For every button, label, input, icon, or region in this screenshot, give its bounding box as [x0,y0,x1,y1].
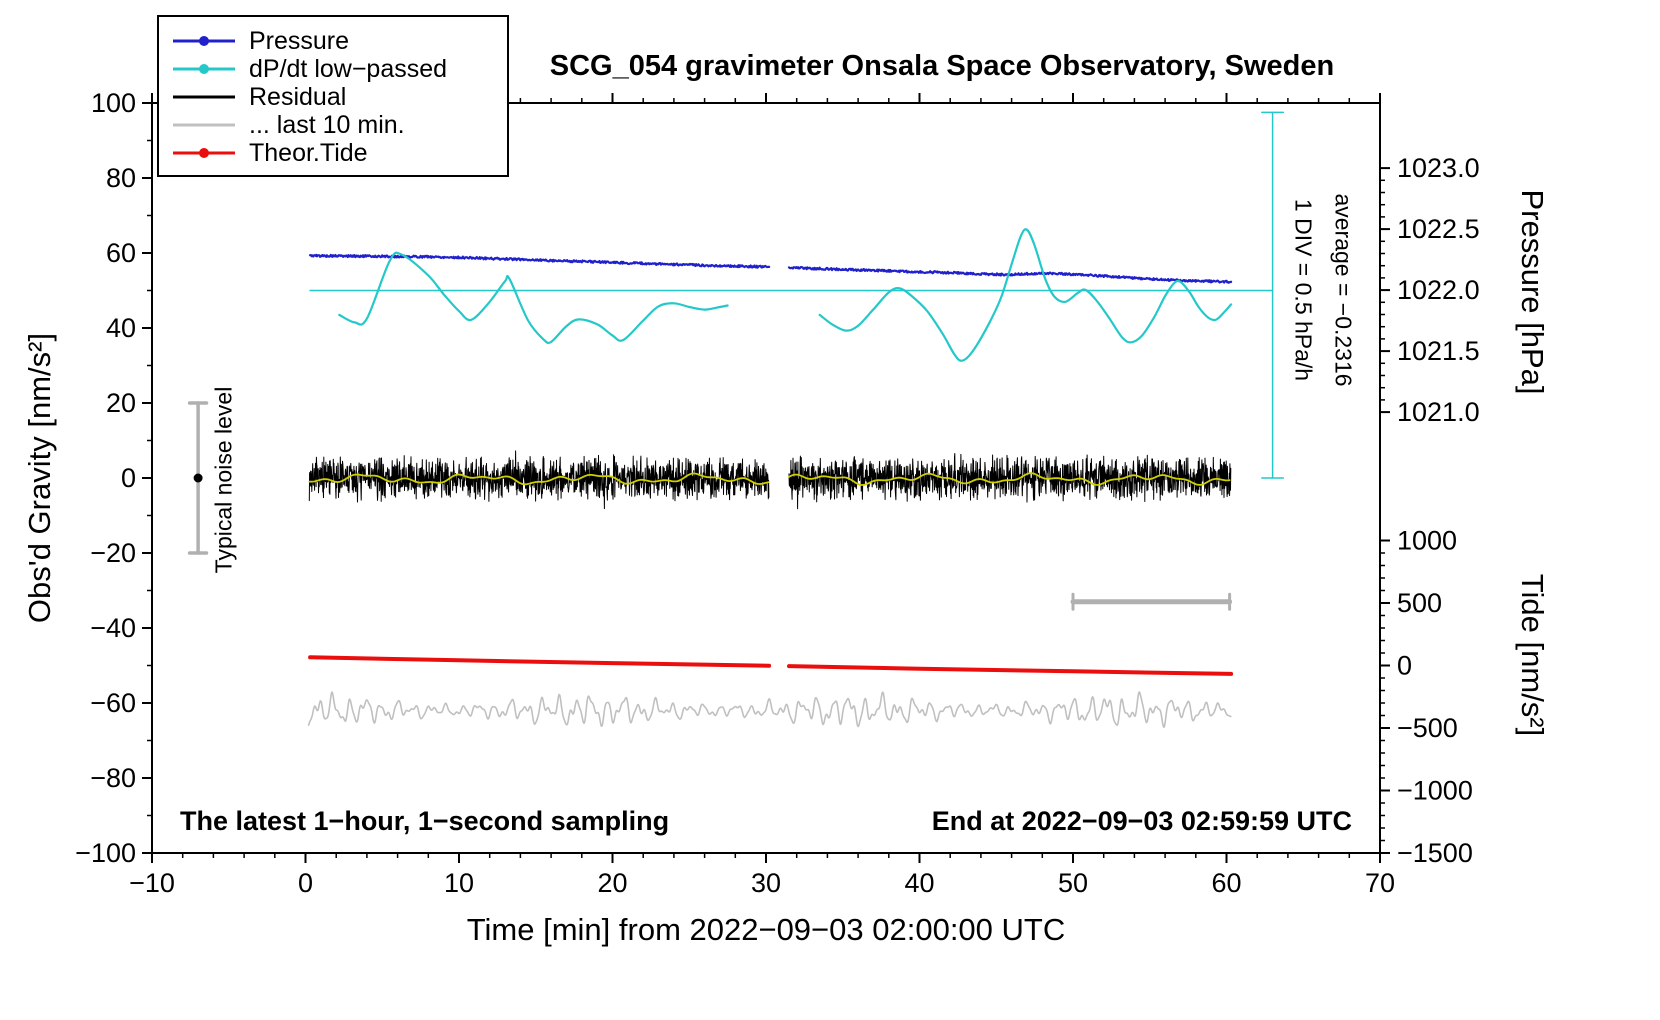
legend-item-1: dP/dt low−passed [173,55,507,83]
series-dpdt-low-passed [818,228,1233,362]
y-tick-label: 80 [106,163,136,193]
legend-line-sample [173,123,235,127]
average-annotation: average = −0.2316 [1330,193,1357,387]
legend-label: Theor.Tide [249,138,368,167]
legend-swatch [173,140,235,166]
legend-dot-sample [199,148,209,158]
tide-tick-label: 1000 [1397,526,1457,556]
tide-tick-label: −1500 [1397,838,1473,868]
y-tick-label: 20 [106,388,136,418]
legend-swatch [173,112,235,138]
series-residual [788,453,1232,510]
legend-item-0: Pressure [173,27,507,55]
pressure-tick-label: 1023.0 [1397,153,1480,183]
tide-tick-label: 500 [1397,588,1442,618]
pressure-tick-label: 1021.5 [1397,336,1480,366]
series-theor-tide [308,655,772,668]
y-tick-label: −20 [90,538,136,568]
x-tick-label: 0 [298,868,313,898]
y-tick-label: 0 [121,463,136,493]
x-axis-label: Time [min] from 2022−09−03 02:00:00 UTC [466,912,1066,947]
y-tick-label: 100 [91,88,136,118]
series-residual-smoothed [788,472,1231,486]
y-tick-label: −60 [90,688,136,718]
series-theor-tide [787,664,1234,676]
y-axis-label-gravity: Obs'd Gravity [nm/s²] [22,332,57,624]
legend-label: Residual [249,82,347,111]
x-tick-label: 40 [904,868,934,898]
y-tick-label: −80 [90,763,136,793]
legend-label: Pressure [249,26,350,55]
x-tick-label: 30 [751,868,781,898]
div-scale-annotation: 1 DIV = 0.5 hPa/h [1290,198,1317,382]
series-residual [308,450,770,510]
series-dpdt-low-passed [338,251,729,345]
x-tick-label: 50 [1058,868,1088,898]
series-pressure [787,265,1233,284]
legend-swatch [173,28,235,54]
legend-label: dP/dt low−passed [249,54,448,83]
noise-level-dot [193,473,203,483]
tide-tick-label: −500 [1397,713,1458,743]
y-tick-label: 60 [106,238,136,268]
legend-label: ... last 10 min. [249,110,405,139]
legend-swatch [173,56,235,82]
legend-item-2: Residual [173,83,507,111]
pressure-tick-label: 1022.0 [1397,275,1480,305]
legend-swatch [173,84,235,110]
x-tick-label: −10 [129,868,175,898]
legend-dot-sample [199,36,209,46]
legend-line-sample [173,95,235,99]
chart-title: SCG_054 gravimeter Onsala Space Observat… [549,50,1335,82]
y-tick-label: −100 [75,838,136,868]
x-tick-label: 10 [444,868,474,898]
pressure-tick-label: 1022.5 [1397,214,1480,244]
legend-item-3: ... last 10 min. [173,111,507,139]
x-tick-label: 70 [1365,868,1395,898]
series-residual-last-10-min [307,691,1232,729]
pressure-tick-label: 1021.0 [1397,397,1480,427]
y-tick-label: −40 [90,613,136,643]
typical-noise-level-label: Typical noise level [210,386,237,574]
series-residual-smoothed [308,472,770,486]
legend-item-4: Theor.Tide [173,139,507,167]
y-axis-label-pressure: Pressure [hPa] [1515,189,1550,395]
x-tick-label: 20 [597,868,627,898]
legend: Pressure dP/dt low−passed Residual... last… [157,15,509,177]
tide-tick-label: 0 [1397,651,1412,681]
sampling-note: The latest 1−hour, 1−second sampling [180,806,670,836]
end-time-note: End at 2022−09−03 02:59:59 UTC [931,806,1352,836]
legend-dot-sample [199,64,209,74]
x-tick-label: 60 [1211,868,1241,898]
y-axis-label-tide: Tide [nm/s²] [1515,573,1550,737]
series-pressure [309,253,771,269]
y-tick-label: 40 [106,313,136,343]
tide-tick-label: −1000 [1397,776,1473,806]
